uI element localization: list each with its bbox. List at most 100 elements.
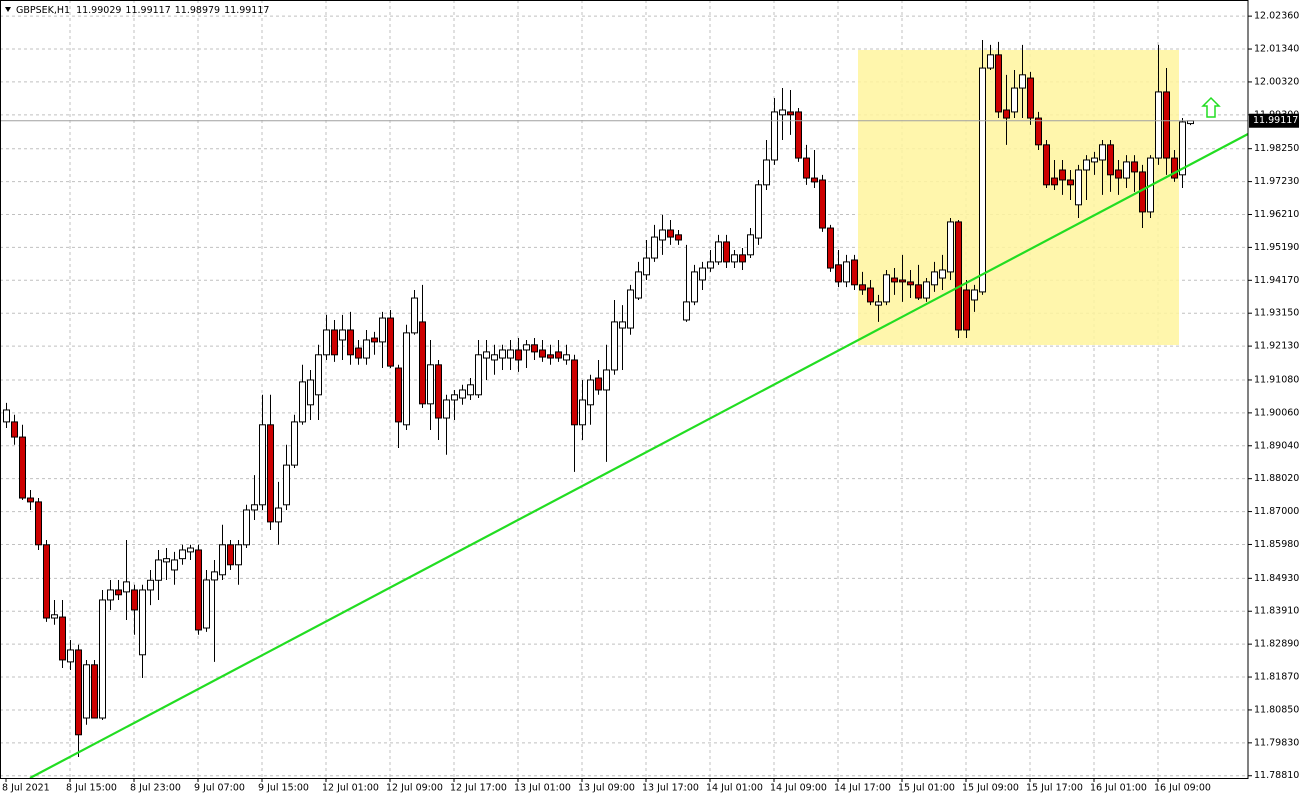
candle-body xyxy=(395,367,402,423)
candle-body xyxy=(1019,74,1026,89)
candle-body xyxy=(595,377,602,391)
symbol: GBPSEK,H1 xyxy=(16,5,70,16)
candle-body xyxy=(787,111,794,116)
candle-body xyxy=(43,544,50,619)
y-tick-label: 11.97230 xyxy=(1254,176,1299,187)
candle-body xyxy=(979,67,986,293)
x-tick-label: 14 Jul 01:00 xyxy=(706,783,763,794)
candle-body xyxy=(435,364,442,419)
y-tick-label: 11.81870 xyxy=(1254,672,1299,683)
candle-body xyxy=(995,54,1002,113)
candle-body xyxy=(755,184,762,239)
x-tick-label: 8 Jul 2021 xyxy=(2,783,50,794)
candle-body xyxy=(603,369,610,391)
plot-border xyxy=(0,0,1249,779)
menu-icon xyxy=(5,7,11,12)
candle-body xyxy=(275,507,282,523)
x-tick-label: 13 Jul 01:00 xyxy=(514,783,571,794)
candle-body xyxy=(1043,144,1050,186)
candle-body xyxy=(579,399,586,426)
candle-body xyxy=(403,332,410,426)
candle-body xyxy=(123,581,130,593)
candle-body xyxy=(803,157,810,179)
candle-body xyxy=(331,329,338,356)
candle-body xyxy=(67,649,74,663)
candle-body xyxy=(747,234,754,256)
candle-body xyxy=(659,229,666,241)
candle-body xyxy=(1115,169,1122,179)
candle-body xyxy=(771,111,778,161)
candle-body xyxy=(11,421,18,438)
candle-body xyxy=(963,289,970,331)
candle-body xyxy=(667,229,674,238)
candle-body xyxy=(539,349,546,358)
candle-body xyxy=(451,394,458,401)
candle-body xyxy=(19,436,26,499)
candle-body xyxy=(859,284,866,291)
header-close: 11.99117 xyxy=(224,5,269,16)
candle-body xyxy=(211,571,218,581)
x-tick-label: 15 Jul 01:00 xyxy=(898,783,955,794)
candle-body xyxy=(491,354,498,361)
candle-body xyxy=(939,269,946,279)
candle-body xyxy=(459,389,466,399)
candle-body xyxy=(955,221,962,331)
candle-body xyxy=(1155,91,1162,159)
x-tick-label: 14 Jul 17:00 xyxy=(834,783,891,794)
candle-body xyxy=(1067,179,1074,186)
candle-body xyxy=(739,254,746,263)
candle-body xyxy=(715,241,722,263)
candle-body xyxy=(1163,91,1170,159)
y-tick-label: 11.84930 xyxy=(1254,573,1299,584)
candle-body xyxy=(283,464,290,506)
candle-body xyxy=(899,279,906,283)
candle-body xyxy=(523,344,530,351)
candle-body xyxy=(155,559,162,581)
candle-body xyxy=(163,558,170,563)
candle-body xyxy=(499,349,506,359)
candle-body xyxy=(1123,161,1130,179)
candle-body xyxy=(819,179,826,229)
y-tick-label: 11.90060 xyxy=(1254,407,1299,418)
candle-body xyxy=(851,259,858,286)
candle-body xyxy=(795,111,802,159)
candle-body xyxy=(323,329,330,356)
candle-body xyxy=(971,289,978,301)
candle-body xyxy=(419,321,426,405)
candle-body xyxy=(611,321,618,371)
candle-body xyxy=(91,664,98,719)
x-tick-label: 15 Jul 17:00 xyxy=(1026,783,1083,794)
candle-body xyxy=(635,271,642,299)
candle-body xyxy=(291,421,298,466)
candle-body xyxy=(227,544,234,566)
candle-body xyxy=(187,547,194,553)
candle-body xyxy=(515,349,522,361)
candle-body xyxy=(1091,157,1098,163)
candle-body xyxy=(1107,144,1114,176)
y-tick-label: 11.89040 xyxy=(1254,440,1299,451)
candle-body xyxy=(387,317,394,367)
trend-line xyxy=(29,133,1249,779)
candle-body xyxy=(171,559,178,571)
highlight-zone xyxy=(858,50,1179,345)
y-tick-label: 11.88020 xyxy=(1254,473,1299,484)
candle-body xyxy=(179,549,186,560)
candle-body xyxy=(1011,87,1018,113)
x-tick-label: 8 Jul 15:00 xyxy=(66,783,117,794)
candle-body xyxy=(195,549,202,631)
x-tick-label: 9 Jul 07:00 xyxy=(194,783,245,794)
candle-body xyxy=(259,424,266,506)
candle-body xyxy=(443,399,450,419)
candle-body xyxy=(83,664,90,719)
y-tick-label: 11.82890 xyxy=(1254,639,1299,650)
candle-body xyxy=(371,337,378,343)
candle-body xyxy=(1051,177,1058,186)
candle-body xyxy=(563,354,570,361)
candle-body xyxy=(251,504,258,511)
candle-body xyxy=(147,579,154,591)
candle-body xyxy=(555,351,562,359)
y-tick-label: 11.78810 xyxy=(1254,770,1299,781)
x-tick-label: 15 Jul 09:00 xyxy=(962,783,1019,794)
candle-body xyxy=(731,254,738,263)
